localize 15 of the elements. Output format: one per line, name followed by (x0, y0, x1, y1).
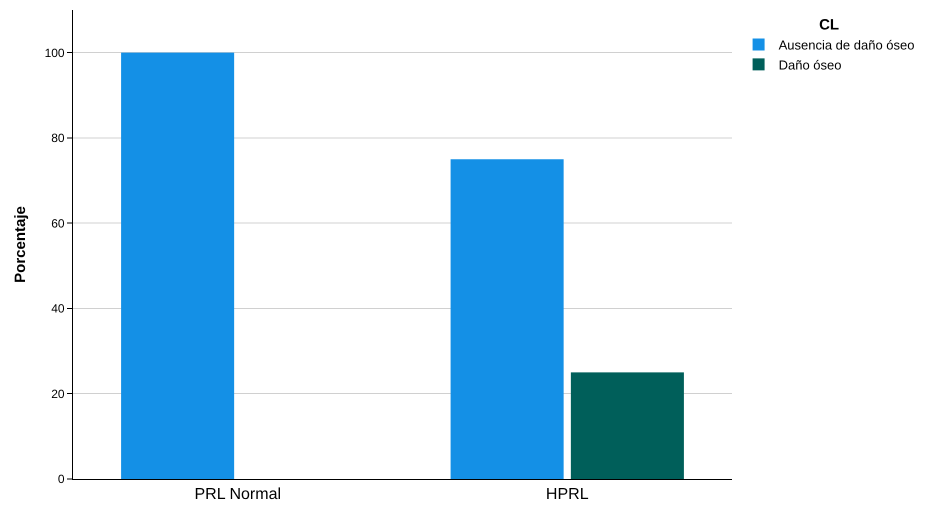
x-tick-label: HPRL (546, 486, 589, 504)
y-tick-label: 20 (51, 386, 65, 401)
x-tick-label: PRL Normal (194, 486, 282, 504)
y-tick-label: 80 (51, 131, 65, 146)
legend-label: Daño óseo (778, 57, 842, 72)
legend-label: Ausencia de daño óseo (778, 38, 914, 53)
legend-title: CL (819, 16, 840, 34)
y-tick-label: 40 (51, 302, 65, 316)
bar (450, 159, 564, 479)
bar (121, 52, 234, 479)
y-tick-label: 0 (58, 472, 65, 486)
y-tick-label: 100 (44, 46, 65, 60)
y-tick-label: 60 (51, 216, 65, 230)
bar (570, 372, 684, 479)
y-axis-title: Porcentaje (12, 206, 29, 283)
